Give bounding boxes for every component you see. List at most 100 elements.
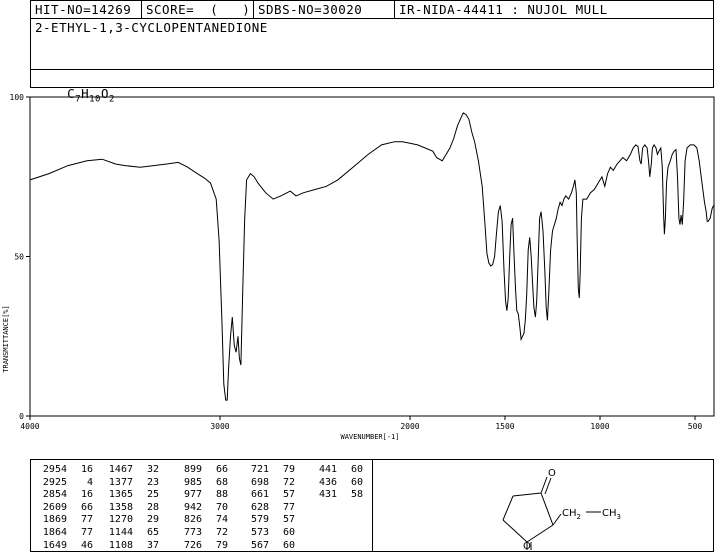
plot-frame (29, 96, 715, 417)
peak-row: 773 72 (166, 527, 228, 540)
peak-row: 942 70 (166, 502, 228, 515)
spectrum-line (29, 112, 715, 401)
molecular-formula: C7H10O2 (67, 86, 115, 105)
peak-row: 721 79 (233, 464, 295, 477)
peak-wavenumber: 2925 (42, 476, 67, 488)
x-tick-label: 4000 (20, 422, 39, 431)
peak-wavenumber: 1869 (42, 514, 67, 526)
peak-row: 2954 16 (31, 464, 93, 477)
peak-transmittance: 66 (215, 464, 228, 475)
peak-transmittance: 77 (282, 501, 295, 513)
x-tick-label: 1000 (590, 422, 609, 431)
peak-transmittance: 60 (350, 464, 363, 475)
peak-row: 1649 46 (31, 540, 93, 553)
peak-wavenumber: 942 (183, 501, 202, 513)
peak-wavenumber: 773 (183, 526, 202, 538)
peak-wavenumber: 573 (250, 526, 269, 538)
y-axis-label: TRANSMITTANCE[%] (2, 305, 10, 372)
peak-column-5: 441 60 436 60 431 58 (301, 464, 363, 502)
x-tick-label: 3000 (210, 422, 229, 431)
peak-wavenumber: 1649 (42, 539, 67, 551)
peak-row: 567 60 (233, 540, 295, 553)
peak-column-2: 1467 32 1377 23 1365 25 1358 28 1270 29 1144 65 1108… (97, 464, 159, 552)
peak-transmittance: 16 (80, 464, 93, 475)
peak-wavenumber: 628 (250, 501, 269, 513)
peak-wavenumber: 1365 (108, 489, 133, 501)
score-field: SCORE= ( ) (142, 1, 254, 18)
peak-transmittance: 57 (282, 489, 295, 501)
peak-row: 2854 16 (31, 489, 93, 502)
ir-spectrum-chart: 4000 3000 2000 1500 1000 500 0 50 100 WAVENUMBE… (2, 93, 715, 441)
peak-wavenumber: 436 (318, 476, 337, 488)
sdbs-number: SDBS-NO=30020 (254, 1, 395, 18)
peak-row: 1270 29 (97, 514, 159, 527)
peak-table-panel: 2954 16 2925 4 2854 16 2609 66 1869 77 1864 77 1649 4… (30, 459, 714, 552)
peak-transmittance: 25 (146, 489, 159, 501)
peak-transmittance: 79 (215, 539, 228, 551)
peak-row: 977 88 (166, 489, 228, 502)
peak-transmittance: 16 (80, 489, 93, 501)
ir-info: IR-NIDA-44411 : NUJOL MULL (399, 2, 608, 17)
peak-wavenumber: 1467 (108, 464, 133, 475)
peak-wavenumber: 2854 (42, 489, 67, 501)
peak-transmittance: 88 (215, 489, 228, 501)
peak-row: 1365 25 (97, 489, 159, 502)
peak-column-3: 899 66 985 68 977 88 942 70 826 74 773 72 726 79 (166, 464, 228, 552)
ch3-group: CH3 (602, 508, 621, 521)
peak-transmittance: 46 (80, 539, 93, 551)
peak-row: 826 74 (166, 514, 228, 527)
peak-transmittance: 4 (86, 476, 93, 488)
peak-wavenumber: 661 (250, 489, 269, 501)
peak-transmittance: 72 (215, 526, 228, 538)
peak-column-1: 2954 16 2925 4 2854 16 2609 66 1869 77 1864 77 1649 4… (31, 464, 93, 552)
peak-wavenumber: 567 (250, 539, 269, 551)
peak-row: 1869 77 (31, 514, 93, 527)
peak-wavenumber: 431 (318, 489, 337, 501)
peak-transmittance: 66 (80, 501, 93, 513)
peak-transmittance: 77 (80, 514, 93, 526)
x-tick-label: 1500 (495, 422, 514, 431)
y-tick-label: 100 (10, 93, 25, 102)
peak-row: 1144 65 (97, 527, 159, 540)
peak-row: 1864 77 (31, 527, 93, 540)
peak-transmittance: 60 (350, 476, 363, 488)
peak-transmittance: 79 (282, 464, 295, 475)
peak-transmittance: 57 (282, 514, 295, 526)
peak-row: 431 58 (301, 489, 363, 502)
peak-transmittance: 29 (146, 514, 159, 526)
peak-wavenumber: 1358 (108, 501, 133, 513)
peak-wavenumber: 721 (250, 464, 269, 475)
peak-row: 441 60 (301, 464, 363, 477)
peak-row: 899 66 (166, 464, 228, 477)
peak-row: 726 79 (166, 540, 228, 553)
peak-wavenumber: 2609 (42, 501, 67, 513)
peak-wavenumber: 977 (183, 489, 202, 501)
ch2-group: CH2 (562, 508, 581, 521)
x-tick-label: 2000 (400, 422, 419, 431)
peak-transmittance: 72 (282, 476, 295, 488)
peak-row: 579 57 (233, 514, 295, 527)
peak-row: 698 72 (233, 477, 295, 490)
peak-transmittance: 68 (215, 476, 228, 488)
peak-column-4: 721 79 698 72 661 57 628 77 579 57 573 60 567 60 (233, 464, 295, 552)
y-tick-label: 0 (19, 412, 24, 421)
peak-row: 661 57 (233, 489, 295, 502)
y-tick-label: 50 (14, 253, 24, 262)
peak-row: 2609 66 (31, 502, 93, 515)
peak-wavenumber: 726 (183, 539, 202, 551)
peak-transmittance: 23 (146, 476, 159, 488)
peak-transmittance: 60 (282, 539, 295, 551)
peak-wavenumber: 985 (183, 476, 202, 488)
peak-row: 985 68 (166, 477, 228, 490)
peak-row: 436 60 (301, 477, 363, 490)
peak-transmittance: 32 (146, 464, 159, 475)
peak-transmittance: 37 (146, 539, 159, 551)
peak-wavenumber: 1864 (42, 526, 67, 538)
peak-transmittance: 65 (146, 526, 159, 538)
peak-row: 1377 23 (97, 477, 159, 490)
peak-row: 2925 4 (31, 477, 93, 490)
x-tick-label: 500 (688, 422, 703, 431)
peak-wavenumber: 1108 (108, 539, 133, 551)
compound-name: 2-ETHYL-1,3-CYCLOPENTANEDIONE (35, 20, 268, 35)
peak-transmittance: 58 (350, 489, 363, 501)
